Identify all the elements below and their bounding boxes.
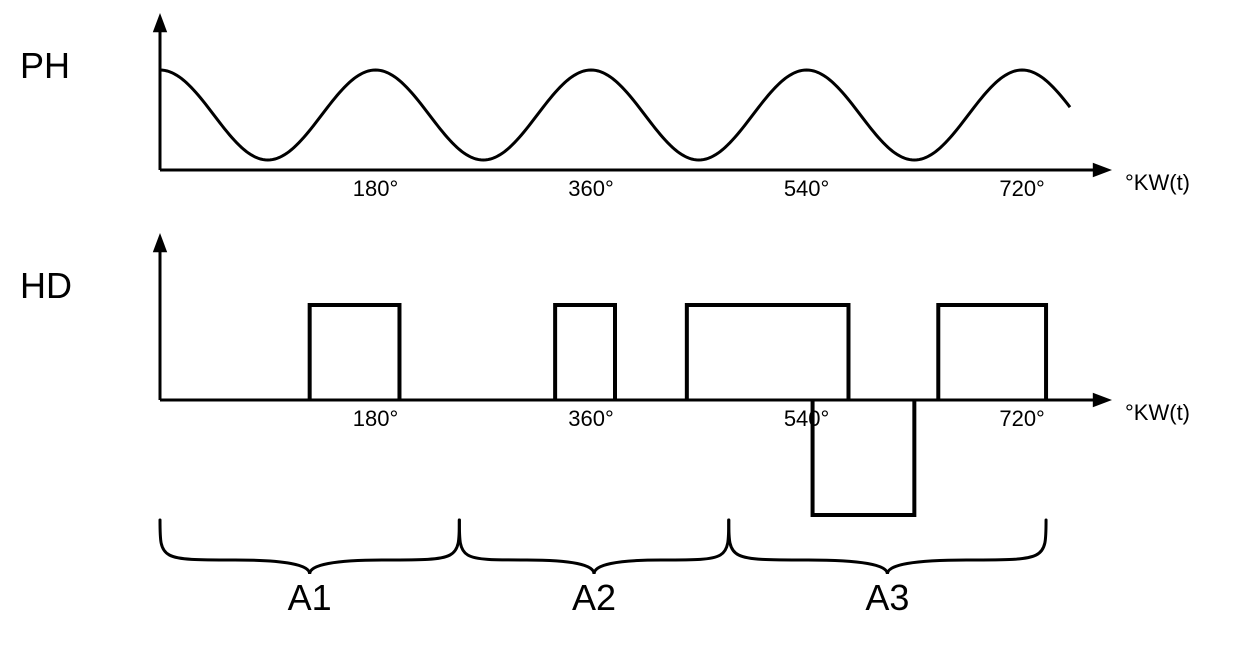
x-tick-label: 720° <box>999 176 1045 201</box>
hd-row-label: HD <box>20 265 72 307</box>
region-brace <box>729 520 1046 574</box>
x-tick-label: 180° <box>353 406 399 431</box>
ph-waveform <box>160 70 1070 160</box>
hd-pulse <box>687 305 849 400</box>
x-tick-label: 360° <box>568 406 614 431</box>
region-label: A2 <box>572 577 616 618</box>
diagram-canvas: 180° 360° 540° 720° °KW(t) 180° 360° 540° 720° °K… <box>0 0 1240 656</box>
region-brace <box>160 520 459 574</box>
x-axis-label: °KW(t) <box>1125 400 1190 425</box>
x-tick-label: 180° <box>353 176 399 201</box>
ph-row-label: PH <box>20 45 70 87</box>
x-tick-label: 720° <box>999 406 1045 431</box>
region-label: A3 <box>865 577 909 618</box>
region-label: A1 <box>288 577 332 618</box>
hd-pulse <box>555 305 615 400</box>
region-brace <box>459 520 728 574</box>
x-tick-label: 540° <box>784 176 830 201</box>
x-tick-label: 360° <box>568 176 614 201</box>
x-axis-label: °KW(t) <box>1125 170 1190 195</box>
hd-pulse <box>310 305 400 400</box>
hd-pulse <box>938 305 1046 400</box>
x-tick-label: 540° <box>784 406 830 431</box>
